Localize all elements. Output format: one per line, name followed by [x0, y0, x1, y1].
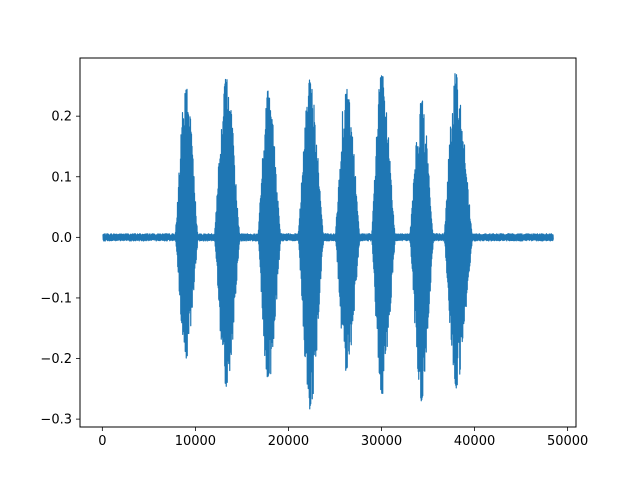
plot-area — [79, 57, 577, 428]
x-tick-label: 30000 — [361, 434, 402, 449]
y-tick-label: 0.0 — [51, 231, 72, 246]
axes-frame — [79, 57, 577, 428]
y-tick-label: −0.1 — [40, 291, 72, 306]
y-tick-label: 0.1 — [51, 170, 72, 185]
y-tick-label: −0.3 — [40, 413, 72, 428]
series-layer — [102, 73, 554, 410]
x-tick-label: 50000 — [547, 434, 588, 449]
x-tick-label: 20000 — [268, 434, 309, 449]
x-tick-label: 10000 — [175, 434, 216, 449]
y-tick-label: 0.2 — [51, 110, 72, 125]
x-tick-label: 40000 — [454, 434, 495, 449]
x-tick-label: 0 — [98, 434, 106, 449]
waveform-line — [102, 73, 554, 410]
y-axis: 0.2 0.1 0.0 −0.1 −0.2 −0.3 — [40, 110, 80, 428]
y-tick-label: −0.2 — [40, 352, 72, 367]
x-axis: 0 10000 20000 30000 40000 50000 — [98, 427, 588, 449]
